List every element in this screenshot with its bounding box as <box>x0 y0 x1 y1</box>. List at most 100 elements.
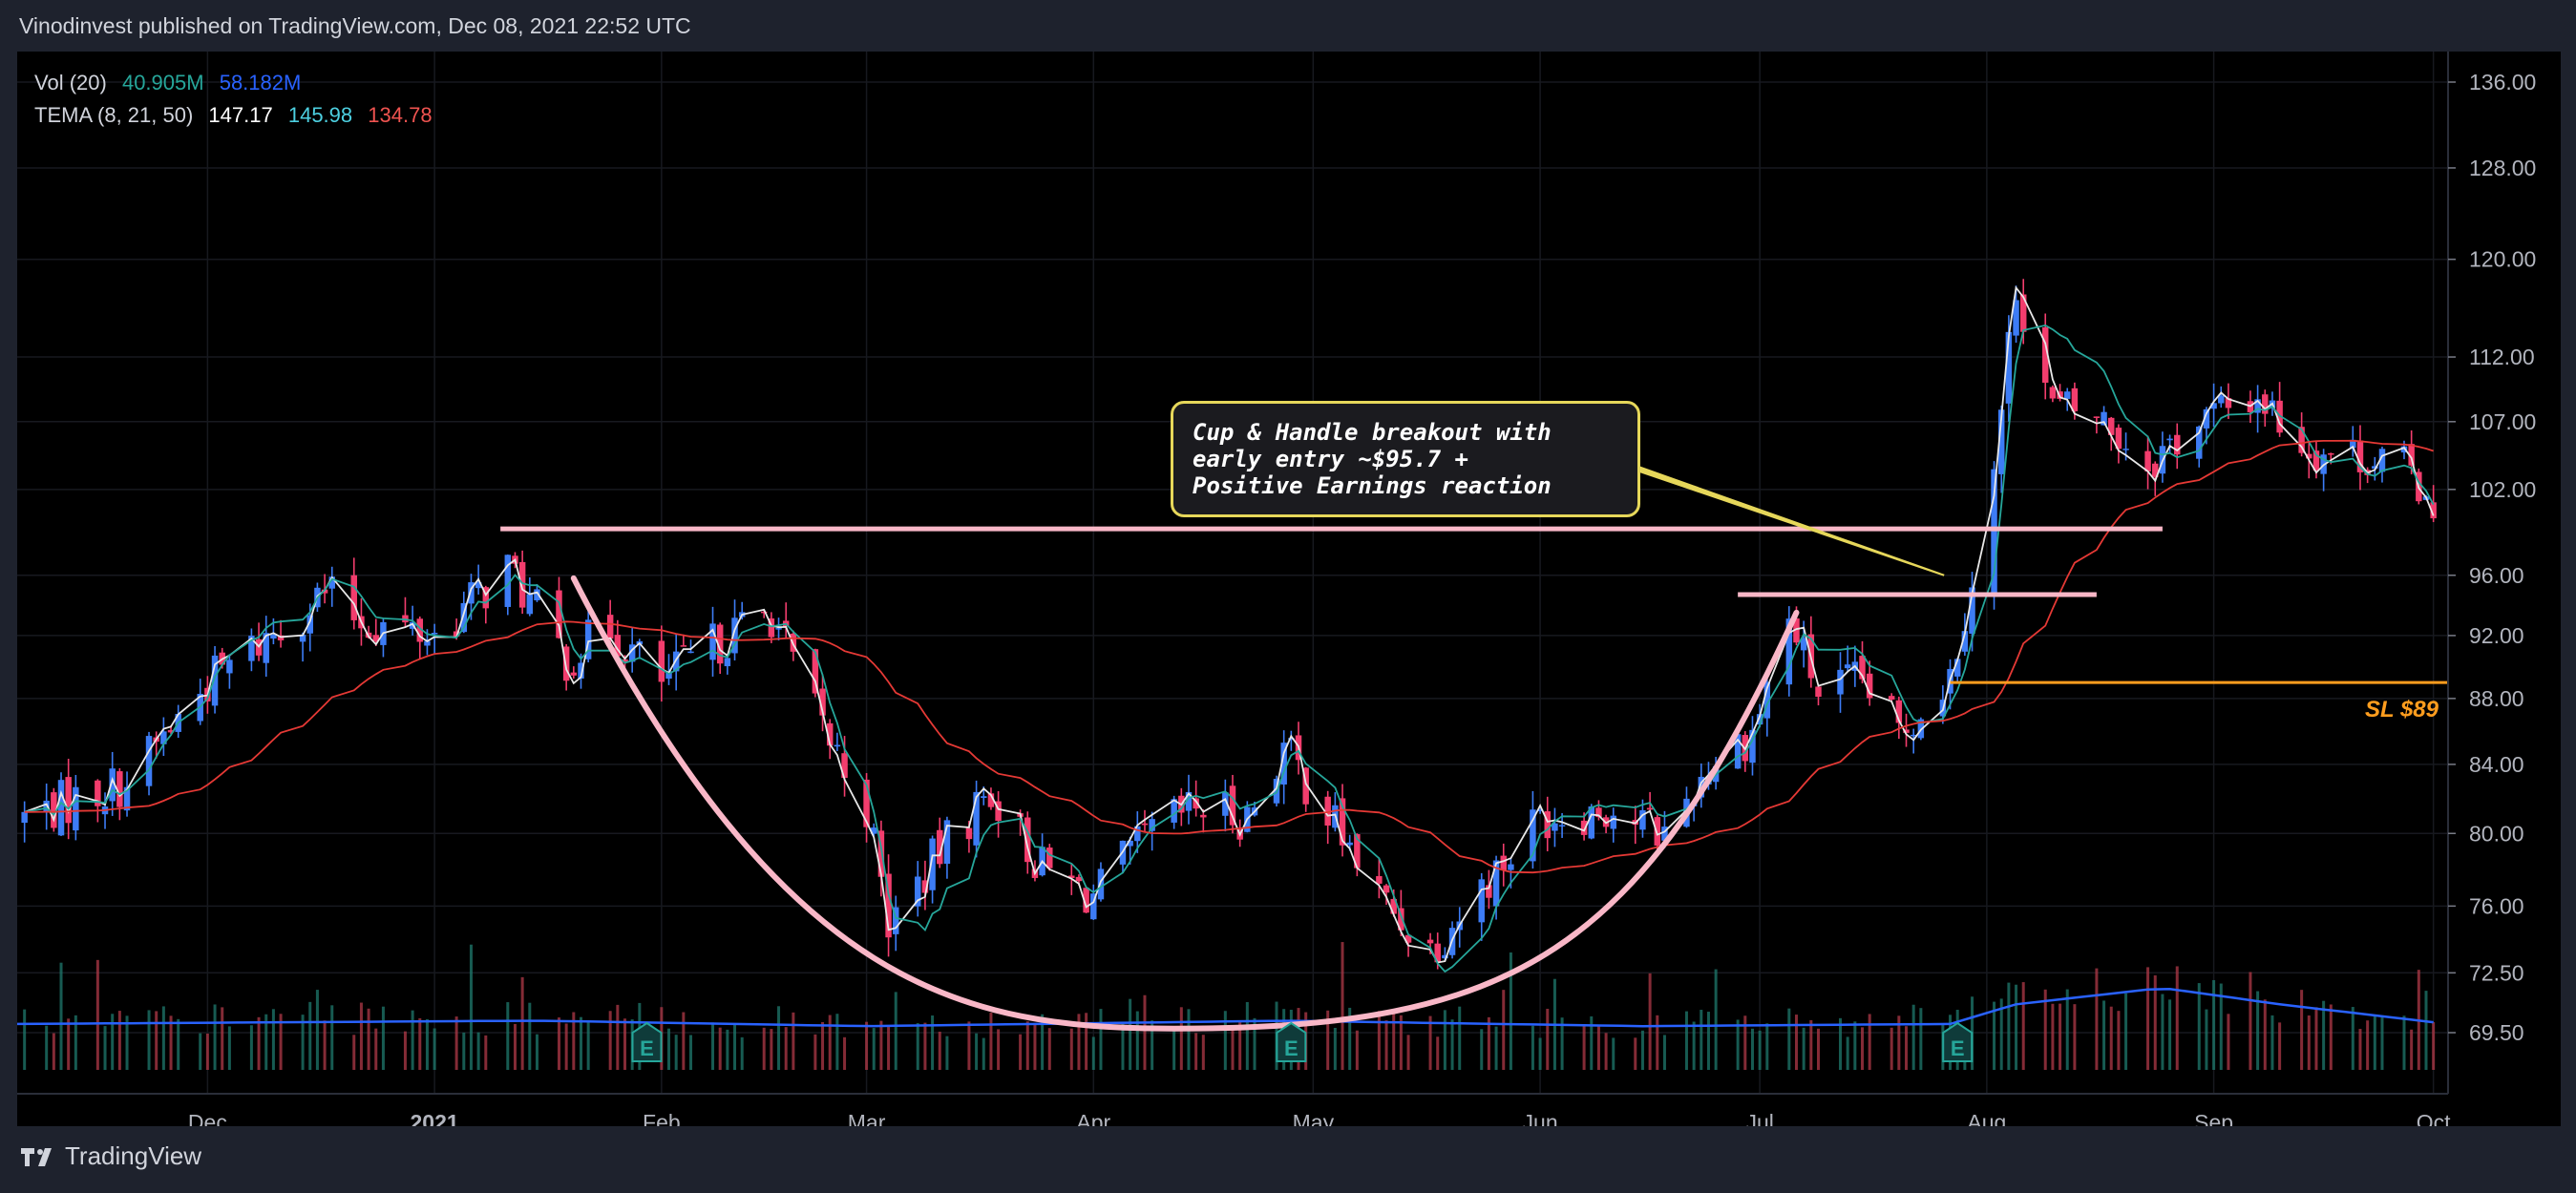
candle-body <box>893 907 899 934</box>
volume-bar <box>2109 1006 2113 1070</box>
volume-bar <box>1099 1009 1103 1070</box>
candle-body <box>570 672 578 676</box>
volume-bar <box>155 1011 158 1070</box>
volume-bar <box>1179 1007 1183 1070</box>
candle-body <box>1910 734 1917 737</box>
volume-bar <box>1509 952 1512 1070</box>
volume-bar <box>1590 1015 1594 1070</box>
price-tick-label: 112.00 <box>2469 345 2535 369</box>
price-tick-label: 120.00 <box>2469 247 2536 272</box>
volume-bar <box>359 1002 363 1070</box>
candle-body <box>328 576 335 589</box>
candle-body <box>768 617 775 638</box>
volume-bar <box>2007 982 2011 1070</box>
volume-bar <box>865 1021 869 1070</box>
candle-body <box>1383 885 1390 893</box>
volume-bar <box>264 1014 268 1070</box>
candle-body <box>1068 875 1075 878</box>
candle-body <box>1837 669 1844 695</box>
volume-bar <box>2065 989 2069 1070</box>
volume-bar <box>1187 1009 1191 1070</box>
time-tick-label: Apr <box>1076 1110 1110 1126</box>
volume-bar <box>52 1033 55 1070</box>
callout-line-2: early entry ~$95.7 + <box>1193 446 1468 472</box>
volume-bar <box>1392 1012 1396 1070</box>
volume-bar <box>433 1028 436 1070</box>
volume-bar <box>2219 983 2223 1070</box>
candle-body <box>2122 449 2129 450</box>
candle-body <box>819 688 826 716</box>
earnings-marker-icon[interactable] <box>631 1021 663 1062</box>
earnings-marker-icon[interactable] <box>1942 1021 1974 1062</box>
tradingview-footer[interactable]: TradingView <box>19 1141 201 1171</box>
candle-body <box>95 780 101 806</box>
volume-bar <box>1172 1029 1176 1070</box>
volume-bar <box>381 1006 385 1070</box>
candle-body <box>1426 939 1434 944</box>
price-tick-label: 69.50 <box>2469 1020 2524 1045</box>
volume-bar <box>2153 974 2157 1070</box>
volume-bar <box>2095 968 2099 1070</box>
volume-bar <box>506 1002 510 1070</box>
price-tick-label: 72.50 <box>2469 960 2524 985</box>
volume-bar <box>352 1035 356 1070</box>
volume-bar <box>1861 1027 1865 1070</box>
candle-body <box>65 777 72 824</box>
volume-bar <box>1194 1033 1198 1070</box>
volume-bar <box>425 1018 429 1070</box>
candle-body <box>2350 439 2356 449</box>
volume-bar <box>1765 1023 1769 1070</box>
volume-ma-line <box>17 987 2434 1028</box>
volume-bar <box>2300 990 2304 1070</box>
volume-bar <box>945 1036 949 1070</box>
volume-bar <box>1047 1028 1051 1070</box>
volume-bar <box>1201 1035 1205 1070</box>
candle-body <box>687 651 694 654</box>
volume-bar <box>418 1017 422 1070</box>
volume-bar <box>1333 1027 1337 1070</box>
candle-body <box>1339 798 1346 846</box>
candle-body <box>1134 826 1141 842</box>
volume-bar <box>1487 1016 1490 1070</box>
candle-body <box>1185 791 1193 811</box>
candle-body <box>1486 885 1492 898</box>
volume-bar <box>367 1008 370 1070</box>
volume-bar <box>2043 989 2047 1070</box>
candle-body <box>460 602 468 633</box>
volume-bar <box>2197 983 2201 1070</box>
candle-body <box>937 829 943 865</box>
price-chart[interactable]: SL $89 E E E 136.00 128.00 120.00 112.00 107.00… <box>17 52 2561 1126</box>
volume-bar <box>2432 1022 2436 1070</box>
candle-body <box>2174 434 2181 455</box>
earnings-marker-icon[interactable] <box>1276 1021 1307 1062</box>
volume-bar <box>762 1027 766 1070</box>
candle-body <box>2210 403 2217 409</box>
volume-bar <box>1604 1033 1608 1070</box>
volume-bar <box>59 962 63 1070</box>
volume-bar <box>411 1010 414 1070</box>
candle-body <box>606 615 614 639</box>
candle-body <box>877 830 885 877</box>
candle-body <box>1346 842 1353 846</box>
chart-area[interactable]: SL $89 E E E 136.00 128.00 120.00 112.00 107.00… <box>17 52 2561 1126</box>
volume-bar <box>2212 979 2216 1070</box>
volume-bar <box>279 1014 283 1070</box>
volume-bar <box>1546 1008 1550 1070</box>
vol-legend-value-1: 40.905M <box>121 71 204 94</box>
volume-bar <box>1538 1037 1542 1070</box>
candle-body <box>987 793 995 807</box>
volume-bar <box>147 1010 151 1070</box>
candle-body <box>1398 908 1404 931</box>
volume-bar <box>1399 1015 1403 1070</box>
tema-legend-row: TEMA (8, 21, 50) 147.17 145.98 134.78 <box>34 99 442 132</box>
volume-bar <box>1802 1027 1805 1070</box>
tema-legend-value-3: 134.78 <box>368 103 433 127</box>
volume-bar <box>1911 1004 1915 1070</box>
candle-body <box>1991 469 1997 595</box>
candle-body <box>556 590 562 638</box>
volume-bar <box>2227 1014 2230 1070</box>
volume-bar <box>2366 1020 2370 1070</box>
candle-body <box>109 768 116 802</box>
volume-bar <box>1531 1025 1534 1070</box>
volume-bar <box>1919 1008 1923 1070</box>
